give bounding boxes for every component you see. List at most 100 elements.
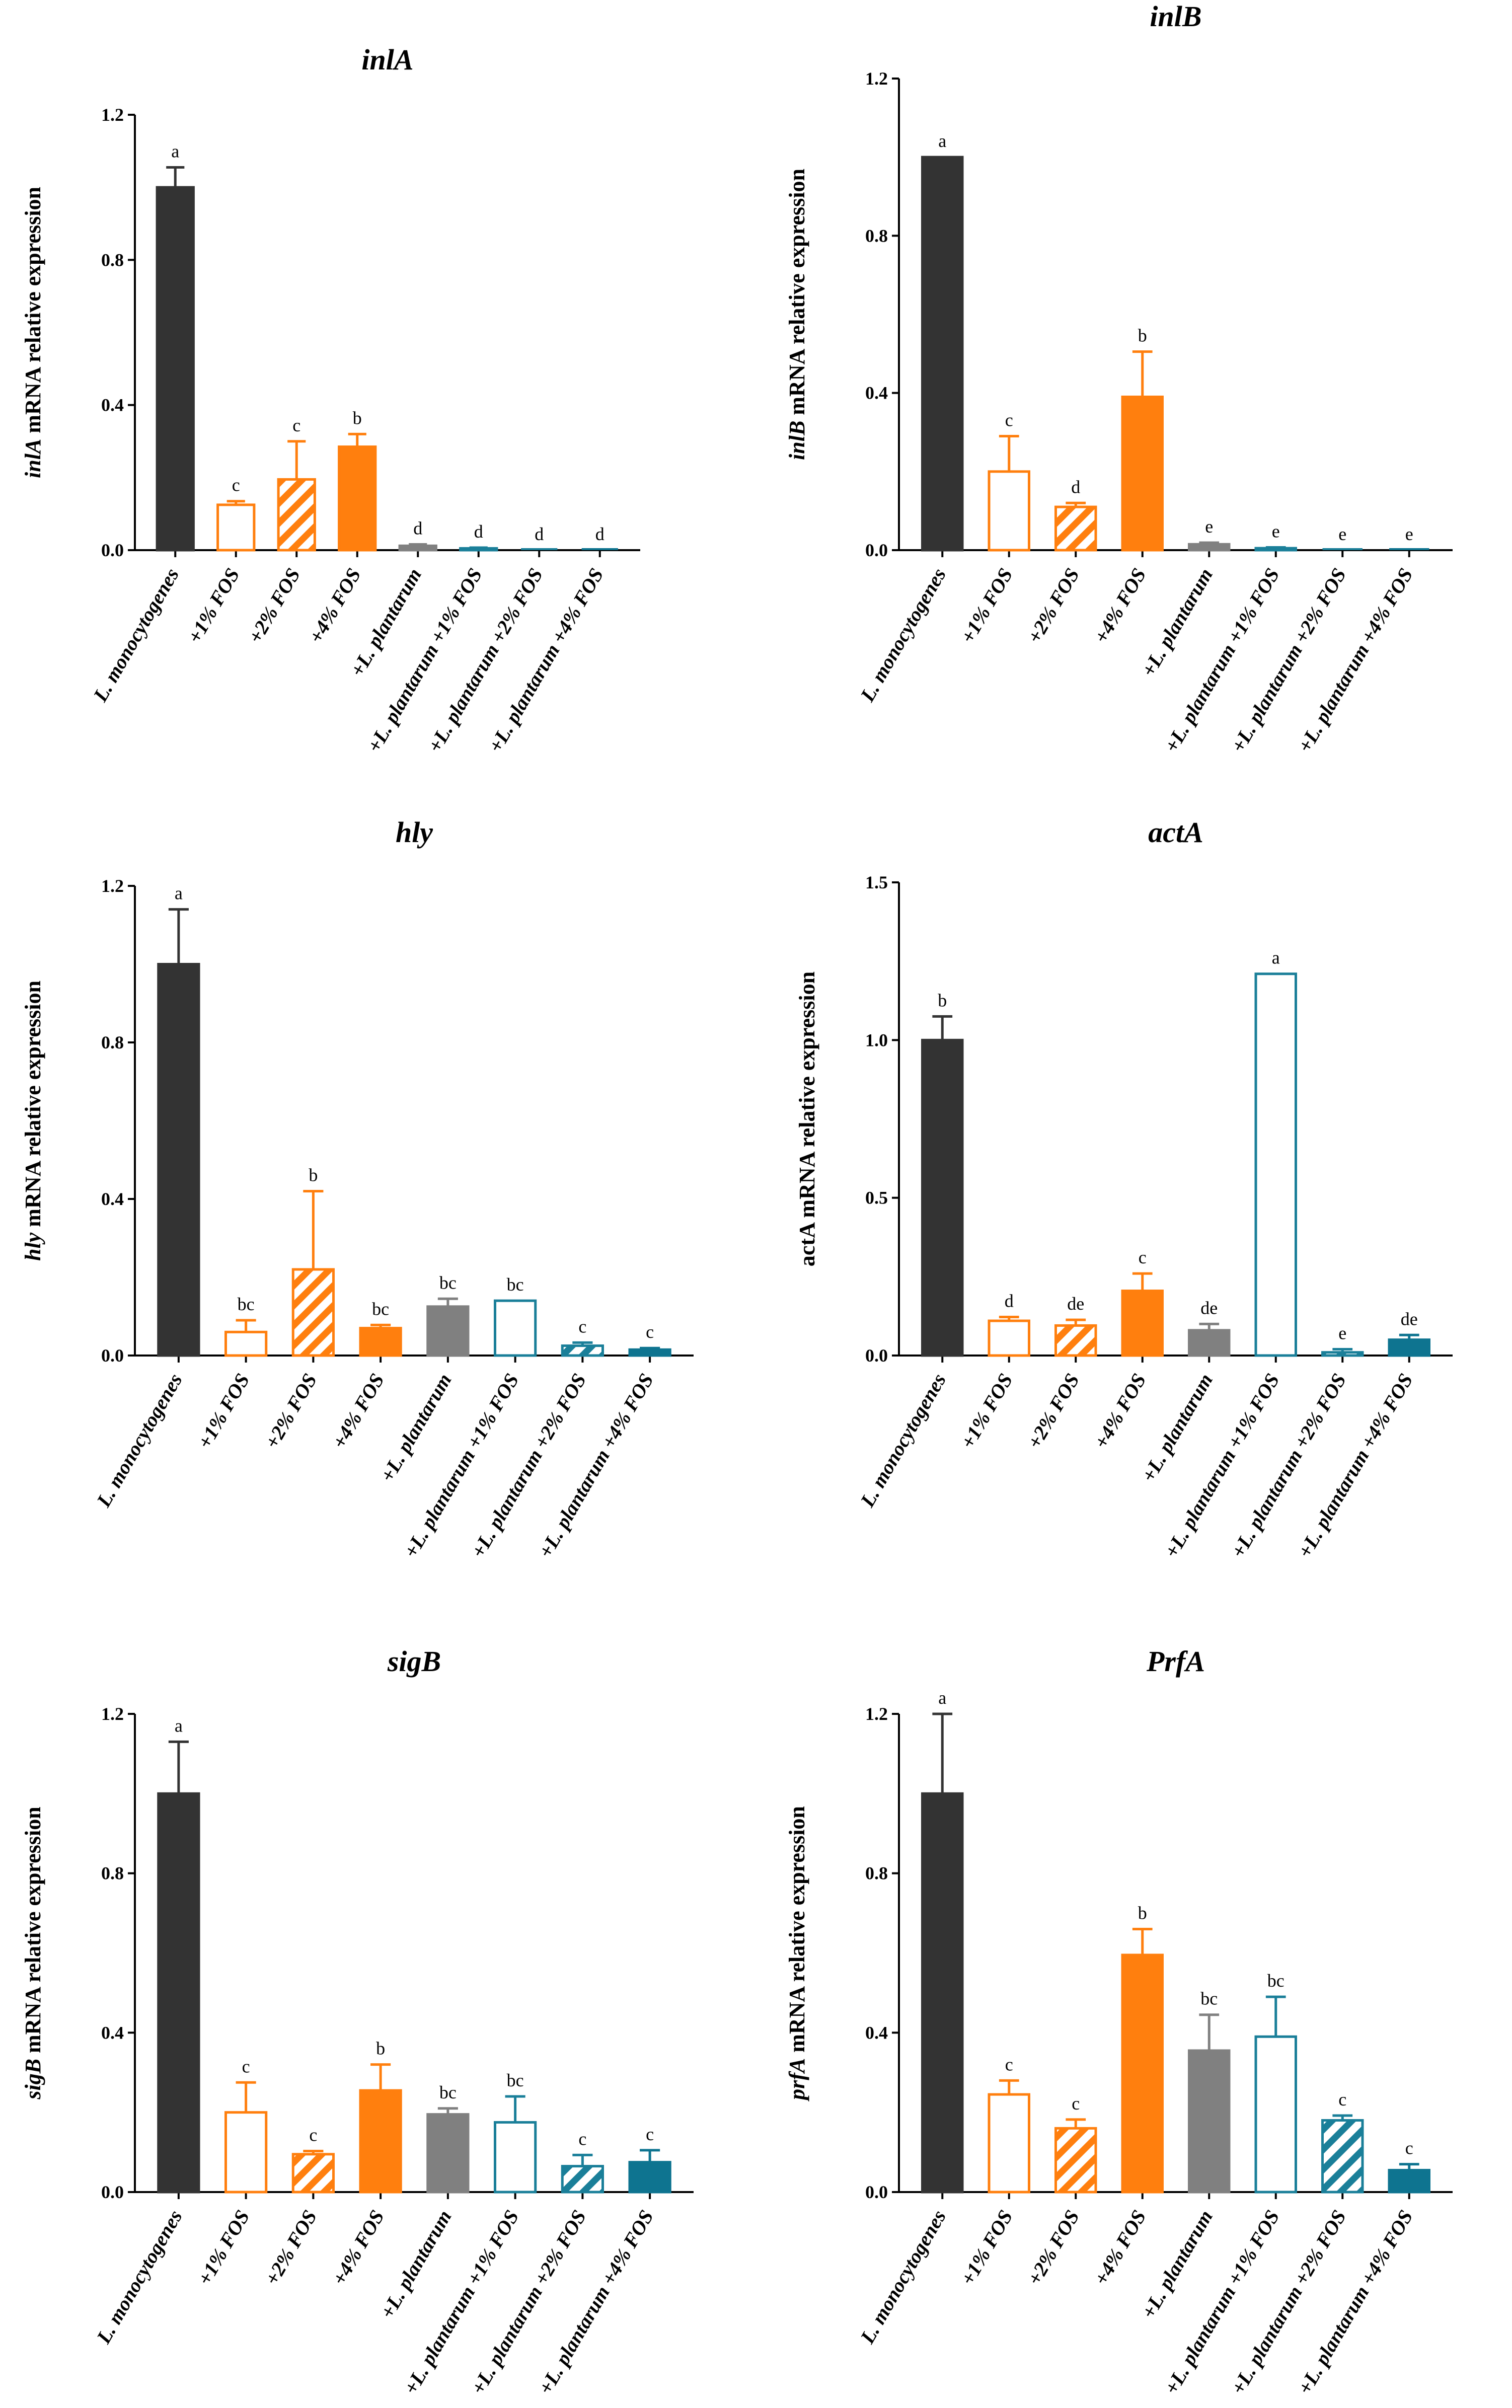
- significance-letter: c: [646, 1322, 654, 1342]
- significance-letter: d: [413, 518, 422, 538]
- bar: [1188, 1329, 1231, 1357]
- bar: [988, 2093, 1030, 2194]
- bar: [338, 445, 377, 552]
- significance-letter: b: [376, 2039, 385, 2059]
- bar: [494, 2121, 537, 2194]
- y-tick-label: 0.0: [101, 1345, 124, 1366]
- y-axis-label-text: mRNA relative expression: [795, 971, 819, 1224]
- significance-letter: a: [1272, 948, 1280, 968]
- x-tick-label: +L. plantarum +1% FOS: [1160, 1370, 1283, 1562]
- x-tick-label: +L. plantarum +2% FOS: [467, 2206, 590, 2398]
- bar: [988, 1319, 1030, 1357]
- bar: [1121, 1953, 1164, 2194]
- bar: [921, 1792, 964, 2194]
- y-tick-label: 0.8: [865, 1863, 888, 1884]
- y-tick-label: 0.4: [101, 2022, 124, 2043]
- x-tick-label: +L. plantarum +1% FOS: [399, 1370, 523, 1562]
- x-tick-label: +L. plantarum +4% FOS: [1293, 564, 1417, 757]
- bar: [921, 156, 964, 552]
- y-tick-label: 1.2: [101, 105, 124, 125]
- y-axis-label-text: mRNA relative expression: [21, 981, 45, 1233]
- significance-letter: c: [1405, 2138, 1413, 2158]
- y-axis-label: inlA mRNA relative expression: [21, 187, 45, 478]
- significance-letter: bc: [507, 2070, 524, 2090]
- bar: [224, 1330, 268, 1357]
- x-tick-label: +L. plantarum: [1137, 564, 1217, 681]
- y-tick-label: 1.2: [101, 876, 124, 896]
- significance-letter: a: [175, 1715, 183, 1736]
- bar: [1054, 505, 1097, 552]
- y-axis-label-text: mRNA relative expression: [21, 1807, 45, 2059]
- bar: [628, 2161, 671, 2194]
- x-tick-label: L. monocytogenes: [856, 2206, 950, 2348]
- y-axis-label-gene: inlA: [21, 439, 45, 478]
- significance-letter: d: [1005, 1291, 1014, 1311]
- bar: [426, 2113, 470, 2194]
- y-tick-label: 0.4: [865, 2022, 888, 2043]
- y-axis-label: hly mRNA relative expression: [21, 981, 45, 1261]
- x-tick-label: +L. plantarum: [375, 2206, 456, 2322]
- chart-title: inlB: [1150, 0, 1201, 33]
- y-axis-label: sigB mRNA relative expression: [21, 1807, 45, 2099]
- y-tick-label: 0.8: [101, 1032, 124, 1052]
- y-axis-label-gene: actA: [795, 1222, 819, 1266]
- x-tick-label: +L. plantarum +1% FOS: [362, 564, 486, 757]
- y-tick-label: 0.0: [865, 2182, 888, 2202]
- x-tick-label: +1% FOS: [193, 2206, 254, 2289]
- significance-letter: d: [595, 524, 604, 544]
- bar: [1188, 2049, 1231, 2194]
- y-tick-label: 1.2: [865, 68, 888, 89]
- significance-letter: bc: [439, 2082, 457, 2102]
- y-tick-label: 1.2: [865, 1704, 888, 1724]
- y-tick-label: 0.4: [101, 1189, 124, 1209]
- significance-letter: c: [578, 1316, 586, 1336]
- chart-title: sigB: [387, 1645, 441, 1678]
- x-tick-label: +L. plantarum: [1137, 2206, 1217, 2322]
- y-axis-label-text: mRNA relative expression: [21, 187, 45, 439]
- significance-letter: a: [938, 131, 946, 151]
- x-tick-label: +4% FOS: [328, 1370, 389, 1452]
- bar: [1054, 1324, 1097, 1357]
- bar: [1054, 2127, 1097, 2194]
- y-tick-label: 0.8: [101, 1863, 124, 1884]
- y-tick-label: 1.2: [101, 1704, 124, 1724]
- significance-letter: c: [578, 2129, 586, 2149]
- x-tick-label: +L. plantarum: [375, 1370, 456, 1486]
- x-tick-label: +L. plantarum +2% FOS: [423, 564, 547, 757]
- x-tick-label: +2% FOS: [1023, 1370, 1084, 1452]
- x-tick-label: +2% FOS: [1023, 564, 1084, 647]
- y-tick-label: 0.4: [865, 383, 888, 403]
- x-tick-label: +L. plantarum: [1137, 1370, 1217, 1486]
- bar: [494, 1299, 537, 1357]
- y-axis-label-gene: inlB: [785, 421, 809, 460]
- bar: [1388, 1338, 1430, 1357]
- x-tick-label: L. monocytogenes: [92, 2206, 186, 2348]
- significance-letter: e: [1272, 521, 1280, 542]
- bar: [216, 503, 256, 552]
- significance-letter: e: [1338, 1323, 1346, 1343]
- chart-title: actA: [1148, 816, 1203, 849]
- x-tick-label: +4% FOS: [328, 2206, 389, 2289]
- significance-letter: a: [175, 883, 183, 904]
- y-axis-label-text: mRNA relative expression: [785, 169, 809, 421]
- x-tick-label: +4% FOS: [1090, 1370, 1151, 1452]
- y-tick-label: 1.5: [865, 872, 888, 892]
- bar: [1121, 395, 1164, 552]
- bar: [1321, 1351, 1364, 1357]
- significance-letter: d: [535, 524, 544, 544]
- bar: [1121, 1290, 1164, 1357]
- bar: [1321, 2119, 1364, 2194]
- bar: [156, 186, 195, 552]
- significance-letter: c: [1005, 410, 1013, 430]
- bar: [277, 478, 316, 552]
- significance-letter: bc: [1200, 1989, 1218, 2009]
- significance-letter: d: [474, 521, 483, 542]
- bar: [988, 470, 1030, 552]
- y-axis-label: prfA mRNA relative expression: [785, 1806, 809, 2102]
- y-axis-label: actA mRNA relative expression: [795, 971, 819, 1266]
- bar: [1254, 972, 1297, 1357]
- y-tick-label: 0.8: [101, 250, 124, 270]
- x-tick-label: +L. plantarum +4% FOS: [534, 2206, 658, 2398]
